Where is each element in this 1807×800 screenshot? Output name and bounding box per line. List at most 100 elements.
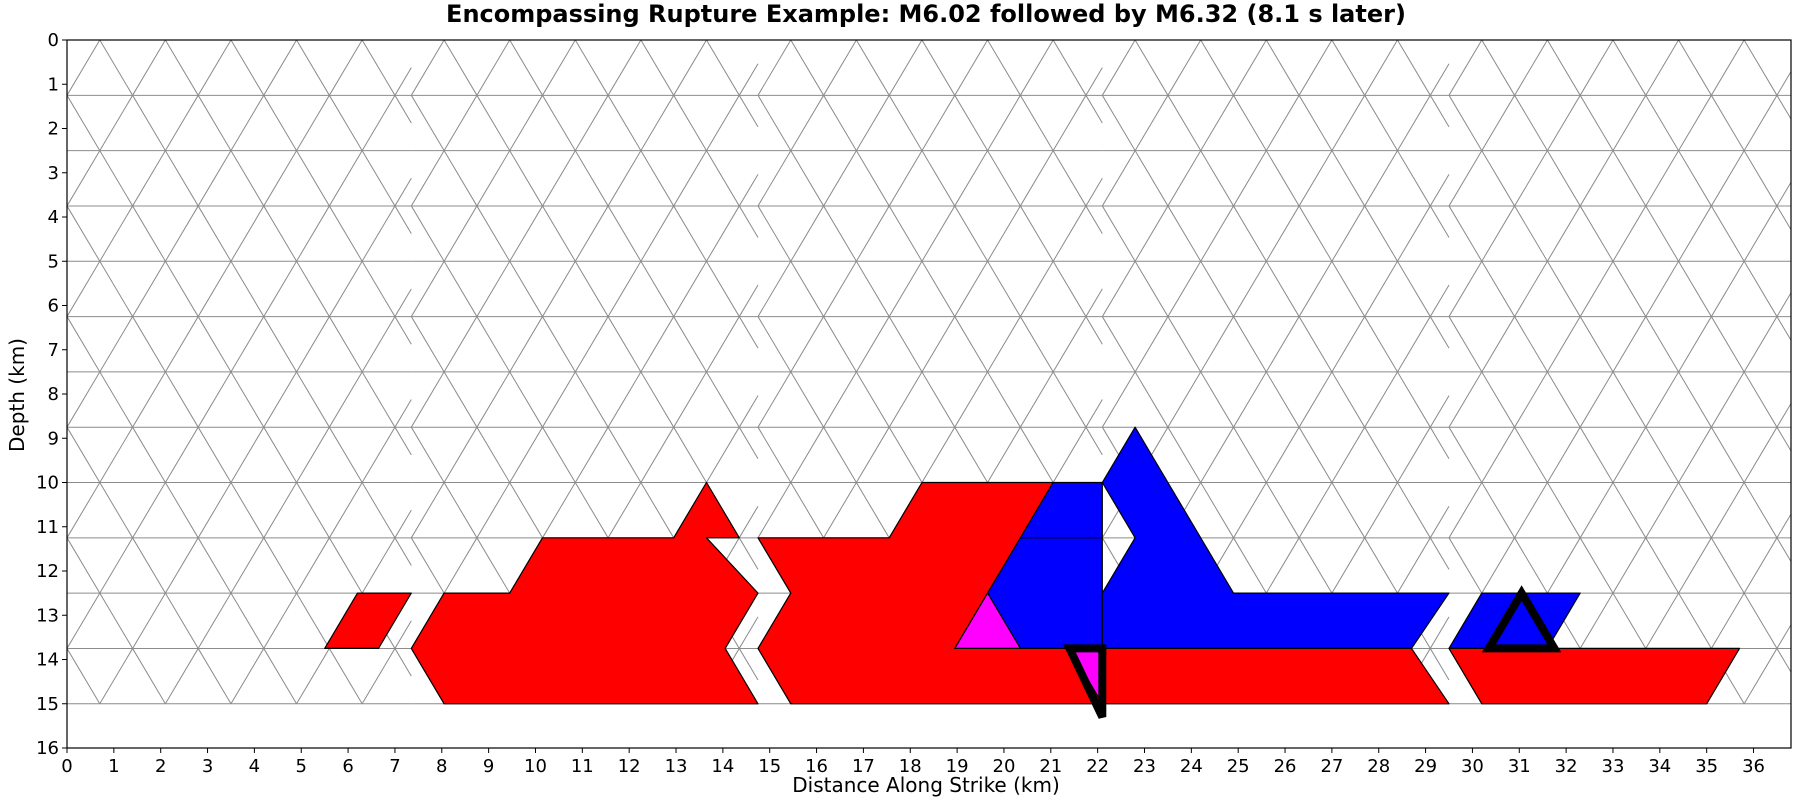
mesh-edge <box>823 426 857 483</box>
mesh-edge <box>1776 205 1792 230</box>
mesh-edge <box>164 316 199 373</box>
mesh-edge <box>921 95 956 151</box>
mesh-edge <box>706 150 740 207</box>
mesh-edge <box>1052 150 1087 207</box>
mesh-edge <box>361 39 396 96</box>
mesh-edge <box>1101 371 1136 428</box>
mesh-edge <box>706 260 740 317</box>
mesh-edge <box>574 482 609 539</box>
mesh-edge <box>855 426 890 483</box>
mesh-edge <box>443 205 478 262</box>
mesh-edge <box>1331 260 1366 317</box>
mesh-edge <box>66 592 101 649</box>
mesh-edge <box>410 537 445 594</box>
mesh-edge <box>1200 316 1234 373</box>
mesh-edge <box>1167 39 1202 96</box>
mesh-edge <box>164 592 199 649</box>
mesh-edge <box>443 260 478 317</box>
mesh-edge <box>1612 205 1647 262</box>
mesh-edge <box>574 371 609 428</box>
mesh-edge <box>230 537 265 594</box>
mesh-edge <box>132 39 166 96</box>
mesh-edge <box>855 39 890 96</box>
mesh-edge <box>230 205 265 262</box>
mesh-edge <box>66 150 101 207</box>
mesh-edge <box>328 39 363 96</box>
y-tick-label: 2 <box>48 119 59 140</box>
mesh-edge <box>263 150 297 207</box>
mesh-edge <box>706 426 740 483</box>
x-tick-label: 35 <box>1695 756 1718 777</box>
mesh-edge <box>921 371 956 428</box>
mesh-edge <box>1743 592 1778 649</box>
mesh-edge <box>790 482 825 539</box>
mesh-edge <box>1546 482 1581 539</box>
mesh-edge <box>1134 39 1169 96</box>
mesh-edge <box>1200 205 1234 262</box>
mesh-edge <box>1514 150 1548 207</box>
y-tick-label: 13 <box>36 605 59 626</box>
mesh-edge <box>1514 371 1548 428</box>
x-tick-label: 30 <box>1461 756 1484 777</box>
y-tick-label: 14 <box>36 650 59 671</box>
mesh-edge <box>574 39 609 96</box>
mesh-edge <box>888 426 923 483</box>
mesh-edge <box>296 316 330 373</box>
y-tick-label: 12 <box>36 561 59 582</box>
mesh-edge <box>823 205 857 262</box>
mesh-edge <box>1710 205 1745 262</box>
x-tick-label: 14 <box>711 756 734 777</box>
x-tick-label: 4 <box>249 756 260 777</box>
mesh-edge <box>1645 95 1679 151</box>
mesh-edge <box>197 95 232 151</box>
mesh-edge <box>1710 260 1745 317</box>
mesh-edge <box>230 371 265 428</box>
mesh-edge <box>1678 371 1712 428</box>
mesh-edge <box>394 537 412 566</box>
mesh-edge <box>1298 150 1333 207</box>
rupture-patch <box>954 592 1022 650</box>
mesh-edge <box>1397 426 1431 483</box>
y-tick-label: 8 <box>48 384 59 405</box>
mesh-edge <box>574 260 609 317</box>
mesh-edge <box>888 371 923 428</box>
mesh-edge <box>1134 316 1169 373</box>
mesh-edge <box>1481 150 1516 207</box>
mesh-edge <box>888 39 923 96</box>
mesh-edge <box>164 648 199 705</box>
x-tick-label: 29 <box>1414 756 1437 777</box>
mesh-edge <box>1678 39 1712 96</box>
mesh-edge <box>1546 95 1581 151</box>
y-tick-label: 7 <box>48 340 59 361</box>
mesh-edge <box>738 63 759 96</box>
x-tick-label: 36 <box>1742 756 1765 777</box>
mesh-edge <box>1514 260 1548 317</box>
mesh-edge <box>1514 482 1548 539</box>
mesh-edge <box>1776 624 1792 649</box>
mesh-edge <box>1645 371 1679 428</box>
mesh-edge <box>296 537 330 594</box>
mesh-edge <box>263 648 297 705</box>
mesh-edge <box>1612 371 1647 428</box>
mesh-edge <box>1481 426 1516 483</box>
mesh-edge <box>1579 371 1614 428</box>
mesh-edge <box>66 537 101 594</box>
mesh-edge <box>296 648 330 705</box>
mesh-edge <box>1546 39 1581 96</box>
mesh-edge <box>410 95 445 151</box>
mesh-edge <box>1429 395 1450 428</box>
mesh-edge <box>230 316 265 373</box>
mesh-edge <box>509 316 543 373</box>
mesh-edge <box>738 616 759 649</box>
mesh-edge <box>1645 316 1679 373</box>
mesh-edge <box>987 39 1021 96</box>
mesh-edge <box>476 150 511 207</box>
mesh-edge <box>640 95 675 151</box>
mesh-edge <box>132 260 166 317</box>
mesh-edge <box>1101 150 1136 207</box>
x-tick-label: 25 <box>1227 756 1250 777</box>
mesh-edge <box>476 371 511 428</box>
mesh-edge <box>1019 260 1054 317</box>
mesh-edge <box>99 39 134 96</box>
